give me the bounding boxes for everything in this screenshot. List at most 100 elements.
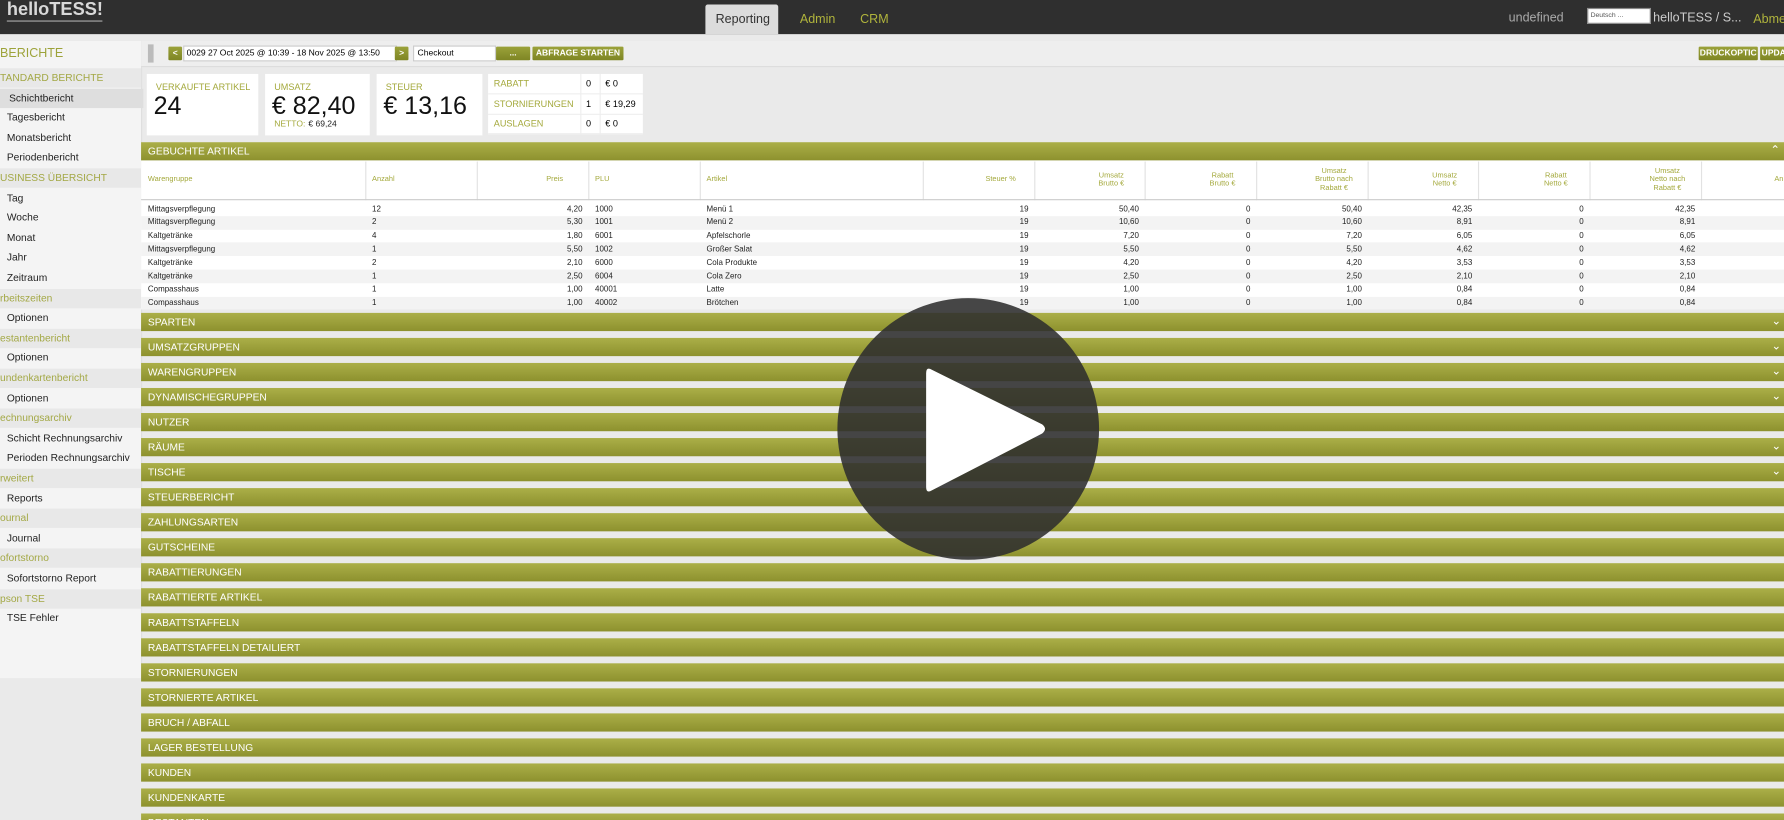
cell: 1002: [595, 245, 613, 254]
section-header[interactable]: STORNIERUNGEN: [141, 663, 1784, 682]
cell: 0: [1245, 218, 1251, 227]
cell: 40001: [595, 285, 618, 294]
cell: Kaltgetränke: [147, 232, 193, 241]
sidebar-item[interactable]: Zeitraum: [6, 271, 48, 284]
sidebar-item[interactable]: Schichtbericht: [0, 88, 144, 108]
column-header: Brutto €: [1209, 179, 1236, 188]
net-label: NETTO:: [274, 118, 306, 129]
date-range[interactable]: 0029 27 Oct 2025 @ 10:39 - 18 Nov 2025 @…: [183, 45, 398, 62]
section-header[interactable]: STORNIERTE ARTIKEL: [141, 688, 1784, 707]
table-body: [141, 160, 1784, 310]
table-header[interactable]: GEBUCHTE ARTIKEL: [141, 142, 1784, 161]
print-button[interactable]: DRUCKOPTIC: [1698, 46, 1758, 61]
sidebar-group: TANDARD BERICHTE: [0, 68, 142, 88]
play-button[interactable]: [832, 292, 1105, 565]
start-button[interactable]: ABFRAGE STARTEN: [532, 46, 624, 61]
sidebar-item[interactable]: Optionen: [6, 392, 49, 404]
section-header[interactable]: BRUCH / ABFALL: [141, 713, 1784, 732]
row-stripe: [141, 269, 1784, 284]
sidebar-item[interactable]: Periodenbericht: [6, 151, 79, 164]
sidebar-item[interactable]: Sofortstorno Report: [6, 572, 97, 584]
nav-link[interactable]: Admin: [799, 12, 836, 27]
column-header: Brutto nach: [1315, 175, 1353, 184]
cell: 2: [372, 218, 377, 227]
net-value: € 69,24: [308, 118, 337, 129]
cell: 1: [372, 272, 377, 281]
divider: [141, 199, 1784, 201]
update-button[interactable]: UPDA: [1760, 46, 1784, 61]
sidebar-item[interactable]: Tagesbericht: [6, 111, 65, 124]
nav-link[interactable]: Reporting: [715, 12, 770, 27]
sidebar-item[interactable]: Perioden Rechnungsarchiv: [6, 452, 130, 464]
cell: Apfelschorle: [706, 232, 751, 241]
summary-card: [265, 73, 370, 136]
logout[interactable]: Abme: [1753, 12, 1784, 27]
column-header: Rabatt: [1544, 171, 1567, 180]
cell: 0,84: [1456, 299, 1473, 308]
sidebar-item[interactable]: Optionen: [6, 352, 49, 364]
cell: 1,00: [567, 285, 583, 294]
account: helloTESS / S...: [1653, 11, 1742, 26]
cell: 0: [1579, 232, 1584, 241]
section-header[interactable]: RABATTIERTE ARTIKEL: [141, 588, 1784, 607]
cell: 12: [372, 205, 381, 214]
sidebar-item[interactable]: Woche: [6, 211, 39, 224]
column-divider: [1256, 161, 1258, 201]
cell: 1: [372, 245, 377, 254]
section-header[interactable]: KUNDENKARTE: [141, 788, 1784, 807]
section-header[interactable]: LAGER BESTELLUNG: [141, 738, 1784, 757]
cell: 1: [372, 285, 377, 294]
column-header: Netto €: [1543, 179, 1568, 188]
section-header[interactable]: RABATTSTAFFELN DETAILIERT: [141, 638, 1784, 657]
sidebar-item[interactable]: Jahr: [6, 251, 27, 264]
section-header[interactable]: KUNDEN: [141, 763, 1784, 782]
sidebar-item[interactable]: Monat: [6, 231, 36, 244]
sidebar-item[interactable]: Tag: [6, 191, 24, 204]
sidebar-group: ournal: [0, 508, 142, 529]
cell: 7,20: [1123, 232, 1139, 241]
cell: 1,00: [1346, 285, 1362, 294]
extras-amount: € 19,29: [605, 98, 636, 109]
extras-count: 1: [585, 98, 592, 109]
cell: 19: [1019, 299, 1029, 308]
column-divider: [1700, 161, 1703, 201]
column-header: Umsatz: [1432, 171, 1458, 180]
section-header[interactable]: RABATTIERUNGEN: [141, 563, 1784, 582]
sidebar-item[interactable]: Monatsbericht: [6, 131, 72, 144]
sidebar-item[interactable]: TSE Fehler: [6, 612, 59, 624]
sidebar-item[interactable]: Reports: [6, 492, 43, 504]
prev-button[interactable]: <: [168, 46, 183, 61]
column-divider: [1144, 161, 1146, 201]
next-button[interactable]: >: [394, 46, 409, 61]
sidebar-group: echnungsarchiv: [0, 408, 142, 429]
cell: 0: [1245, 285, 1251, 294]
cell: 2,10: [567, 259, 583, 268]
column-divider: [699, 161, 701, 201]
user-status: undefined: [1508, 11, 1564, 26]
column-header: Rabatt €: [1653, 184, 1682, 192]
language-select[interactable]: Deutsch ...: [1587, 7, 1651, 24]
more-button[interactable]: ...: [496, 46, 531, 61]
logo: helloTESS!: [6, 0, 103, 22]
top-bar: [0, 0, 1784, 35]
cell: Menü 1: [706, 205, 734, 214]
summary-value: € 13,16: [383, 91, 467, 120]
section-header[interactable]: RABATTSTAFFELN: [141, 613, 1784, 632]
column-header: Umsatz: [1098, 171, 1124, 180]
sidebar-group: rweitert: [0, 468, 142, 489]
chevron: ⌄: [1771, 315, 1782, 328]
sidebar-group: rbeitszeiten: [0, 288, 142, 308]
column-divider: [476, 161, 478, 201]
cell: 1,00: [567, 299, 583, 308]
nav-link[interactable]: CRM: [860, 12, 889, 27]
column-header: An: [1774, 175, 1784, 184]
filter-select[interactable]: Checkout: [413, 45, 497, 62]
cell: 4,20: [1346, 259, 1362, 268]
section-header[interactable]: BESTANTEN: [141, 813, 1784, 820]
sidebar-group: ofortstorno: [0, 548, 142, 569]
sidebar-item[interactable]: Schicht Rechnungsarchiv: [6, 432, 123, 444]
sidebar-item[interactable]: Optionen: [6, 311, 49, 324]
sidebar-item[interactable]: Journal: [6, 532, 41, 544]
cell: 40002: [595, 299, 618, 308]
